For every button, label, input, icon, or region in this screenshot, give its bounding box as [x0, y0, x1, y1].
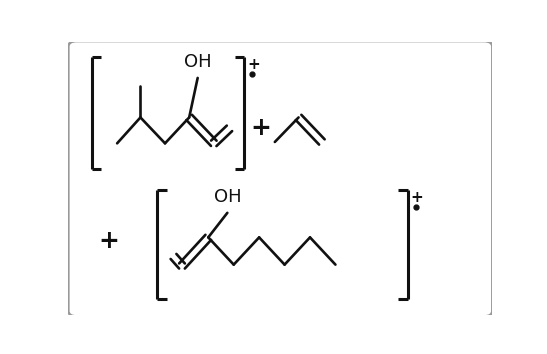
FancyBboxPatch shape	[68, 41, 492, 316]
Text: OH: OH	[213, 188, 241, 206]
Text: +: +	[247, 57, 260, 73]
Text: +: +	[410, 190, 423, 205]
Text: +: +	[251, 116, 272, 140]
Text: OH: OH	[184, 53, 212, 71]
Text: +: +	[98, 229, 119, 253]
